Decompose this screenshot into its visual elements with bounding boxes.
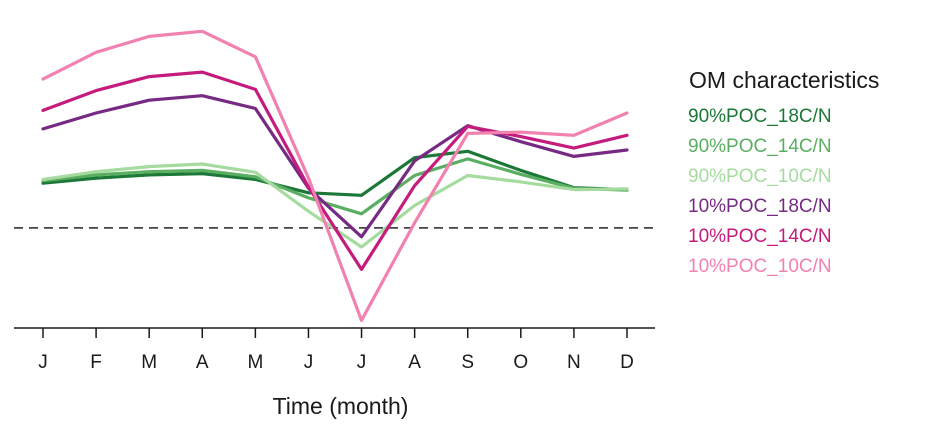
legend-entry: 10%POC_14C/N (688, 226, 832, 247)
series-line (41, 149, 629, 197)
x-tick-label: O (513, 352, 528, 373)
legend-title: OM characteristics (689, 67, 879, 93)
x-tick-label: N (567, 352, 581, 373)
legend-entry: 90%POC_14C/N (688, 136, 832, 157)
x-tick-label: A (196, 352, 209, 373)
x-tick-label: A (408, 352, 421, 373)
x-tick-label: J (357, 352, 367, 373)
legend-entry: 10%POC_18C/N (688, 196, 832, 217)
legend: OM characteristics 90%POC_18C/N 90%POC_14… (688, 67, 879, 277)
series-line (41, 29, 629, 322)
series-line (41, 70, 629, 271)
x-axis-title: Time (month) (273, 393, 409, 419)
x-axis-ticks (42, 328, 628, 338)
legend-entry: 10%POC_10C/N (688, 256, 832, 277)
x-tick-label: D (620, 352, 634, 373)
x-tick-label: M (247, 352, 263, 373)
legend-entry: 90%POC_10C/N (688, 166, 832, 187)
plot-area (14, 29, 655, 322)
x-tick-label: F (90, 352, 102, 373)
legend-entry: 90%POC_18C/N (688, 106, 832, 127)
x-tick-label: M (141, 352, 157, 373)
series-line (41, 94, 629, 239)
series-line (41, 157, 629, 216)
x-tick-label: J (304, 352, 314, 373)
legend-entries: 90%POC_18C/N 90%POC_14C/N 90%POC_10C/N 10%P… (688, 106, 832, 277)
x-tick-label: J (38, 352, 48, 373)
x-tick-label: S (461, 352, 474, 373)
x-axis: J F M A M J J A S O N D Time (month) (14, 327, 655, 419)
series-lines (41, 29, 629, 322)
